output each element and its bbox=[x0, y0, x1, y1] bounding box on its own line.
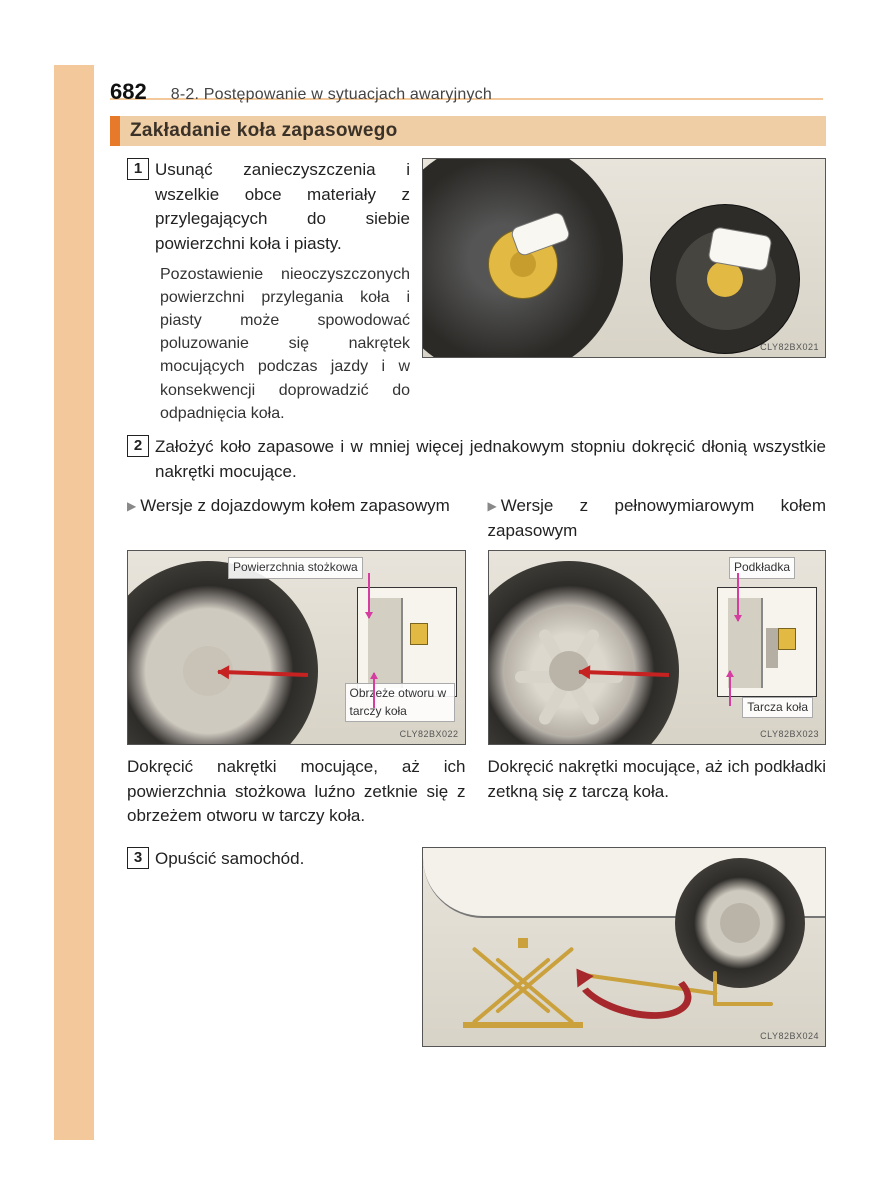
content-area: Zakładanie koła zapasowego 1 Usunąć zani… bbox=[110, 116, 826, 1055]
heading-accent bbox=[110, 116, 120, 146]
step-1-row: 1 Usunąć zanieczyszczenia i wszelkie obc… bbox=[110, 158, 826, 425]
side-tab bbox=[54, 65, 94, 1140]
step-3-text-col: 3 Opuścić samochód. bbox=[110, 847, 410, 1047]
callout-disc: Tarcza koła bbox=[742, 697, 813, 718]
heading-text: Zakładanie koła zapasowego bbox=[120, 116, 826, 146]
figure-3: Podkładka Tarcza koła CLY82BX023 bbox=[488, 550, 827, 745]
figure-4-id: CLY82BX024 bbox=[760, 1030, 819, 1043]
callout-hole-edge: Obrzeże otworu w tarczy koła bbox=[345, 683, 455, 722]
variants-row: ▶Wersje z dojazdowym kołem zapasowym Pow… bbox=[127, 494, 826, 829]
step-1-number: 1 bbox=[127, 158, 149, 180]
pink-arrow-icon-3 bbox=[737, 573, 739, 621]
figure-1-id: CLY82BX021 bbox=[760, 341, 819, 354]
variant-b: ▶Wersje z pełnowymiarowym kołem zapasowy… bbox=[488, 494, 827, 829]
callout-cone-surface: Powierzchnia stożkowa bbox=[228, 557, 363, 578]
variant-a-label: ▶Wersje z dojazdowym kołem zapasowym bbox=[127, 494, 466, 544]
variant-a: ▶Wersje z dojazdowym kołem zapasowym Pow… bbox=[127, 494, 466, 829]
pink-arrow-icon-2 bbox=[373, 673, 375, 708]
section-heading: Zakładanie koła zapasowego bbox=[110, 116, 826, 146]
step-1-line: 1 Usunąć zanieczyszczenia i wszelkie obc… bbox=[127, 158, 410, 257]
step-3-number: 3 bbox=[127, 847, 149, 869]
figure-3-id: CLY82BX023 bbox=[760, 728, 819, 741]
step-2-row: 2 Założyć koło zapasowe i w mniej więcej… bbox=[110, 435, 826, 484]
step-1-text-col: 1 Usunąć zanieczyszczenia i wszelkie obc… bbox=[110, 158, 410, 425]
figure-2-id: CLY82BX022 bbox=[400, 728, 459, 741]
step-3-text: Opuścić samochód. bbox=[155, 847, 410, 872]
triangle-icon-2: ▶ bbox=[488, 498, 497, 515]
page-header: 682 8-2. Postępowanie w sytuacjach awary… bbox=[110, 76, 823, 100]
rotation-arrow-icon bbox=[567, 942, 698, 1031]
callout-washer: Podkładka bbox=[729, 557, 795, 578]
figure-4: CLY82BX024 bbox=[422, 847, 826, 1047]
pink-arrow-icon-4 bbox=[729, 671, 731, 706]
figure-1: CLY82BX021 bbox=[422, 158, 826, 358]
step-1-text: Usunąć zanieczyszczenia i wszelkie obce … bbox=[155, 158, 410, 257]
pink-arrow-icon bbox=[368, 573, 370, 618]
step-2-number: 2 bbox=[127, 435, 149, 457]
variant-a-caption: Dokręcić nakrętki mocujące, aż ich powie… bbox=[127, 755, 466, 829]
variant-b-label: ▶Wersje z pełnowymiarowym kołem zapasowy… bbox=[488, 494, 827, 544]
step-3-row: 3 Opuścić samochód. CLY8 bbox=[110, 847, 826, 1047]
triangle-icon: ▶ bbox=[127, 498, 136, 515]
figure-2: Powierzchnia stożkowa Obrzeże otworu w t… bbox=[127, 550, 466, 745]
step-2-text: Założyć koło zapasowe i w mniej więcej j… bbox=[155, 435, 826, 484]
variant-b-label-text: Wersje z pełnowymiarowym kołem zapasowym bbox=[488, 496, 827, 540]
variant-b-caption: Dokręcić nakrętki mocujące, aż ich podkł… bbox=[488, 755, 827, 804]
page-number: 682 bbox=[110, 76, 147, 108]
section-title: 8-2. Postępowanie w sytuacjach awaryjnyc… bbox=[171, 83, 492, 106]
step-1-note: Pozostawienie nieoczyszczonych powierzch… bbox=[160, 263, 410, 425]
step-2-line: 2 Założyć koło zapasowe i w mniej więcej… bbox=[127, 435, 826, 484]
step-3-line: 3 Opuścić samochód. bbox=[127, 847, 410, 872]
variant-a-label-text: Wersje z dojazdowym kołem zapasowym bbox=[140, 496, 450, 515]
